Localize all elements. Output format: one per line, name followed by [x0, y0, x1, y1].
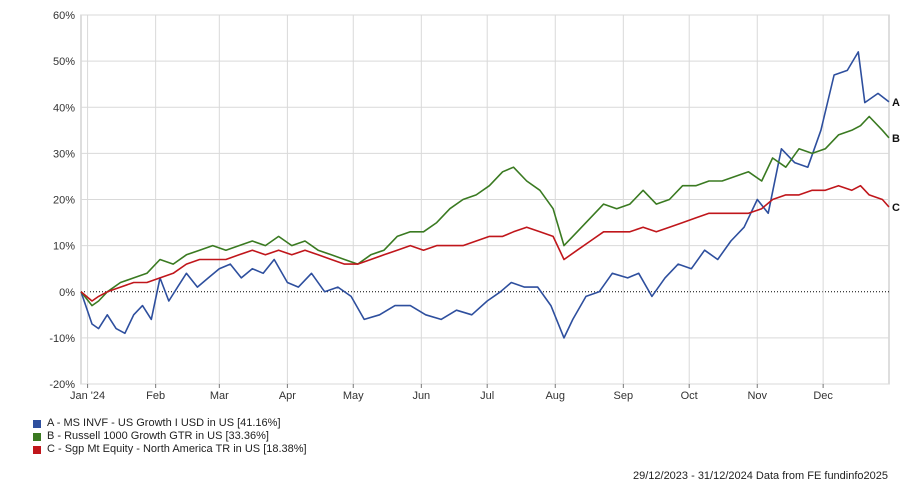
x-tick-label: Sep [614, 390, 634, 402]
series-end-label-a: A [892, 97, 900, 109]
x-tick-label: Apr [279, 390, 296, 402]
y-tick-label: 20% [53, 195, 75, 207]
x-tick-label: May [343, 390, 364, 402]
series-line-c [80, 184, 890, 302]
legend-item-b: B - Russell 1000 Growth GTR in US [33.36… [33, 430, 307, 443]
y-tick-label: 50% [53, 56, 75, 68]
series-end-label-c: C [892, 202, 900, 214]
x-tick-label: Jul [480, 390, 494, 402]
series-lines [80, 51, 890, 339]
y-tick-label: -10% [49, 333, 75, 345]
y-tick-label: -20% [49, 379, 75, 391]
x-tick-label: Aug [545, 390, 565, 402]
x-tick-label: Oct [681, 390, 698, 402]
y-tick-label: 10% [53, 241, 75, 253]
legend-swatch-a [33, 419, 41, 428]
y-tick-label: 0% [59, 287, 75, 299]
legend: A - MS INVF - US Growth I USD in US [41.… [33, 417, 307, 456]
legend-item-a: A - MS INVF - US Growth I USD in US [41.… [33, 417, 307, 430]
legend-item-c: C - Sgp Mt Equity - North America TR in … [33, 443, 307, 456]
legend-label-b: B - Russell 1000 Growth GTR in US [33.36… [47, 430, 269, 442]
x-tick-label: Dec [813, 390, 833, 402]
y-tick-label: 60% [53, 10, 75, 22]
source-footer: 29/12/2023 - 31/12/2024 Data from FE fun… [632, 470, 888, 482]
x-tick-label: Nov [747, 390, 767, 402]
series-line-a [80, 51, 890, 339]
legend-label-c: C - Sgp Mt Equity - North America TR in … [47, 443, 307, 455]
y-tick-label: 40% [53, 102, 75, 114]
x-tick-label: Mar [210, 390, 229, 402]
axes: -20% -10% 0% 10% 20% 30% 40% 50% 60% Jan '24 Feb Ma… [49, 10, 833, 402]
series-line-b [80, 115, 890, 307]
legend-swatch-b [33, 432, 41, 441]
x-tick-label: Jan '24 [70, 390, 105, 402]
x-tick-label: Jun [412, 390, 430, 402]
x-tick-label: Feb [146, 390, 165, 402]
series-end-label-b: B [892, 133, 900, 145]
y-tick-label: 30% [53, 148, 75, 160]
legend-swatch-c [33, 445, 41, 454]
end-labels: A B C [892, 97, 900, 214]
legend-label-a: A - MS INVF - US Growth I USD in US [41.… [47, 417, 281, 429]
